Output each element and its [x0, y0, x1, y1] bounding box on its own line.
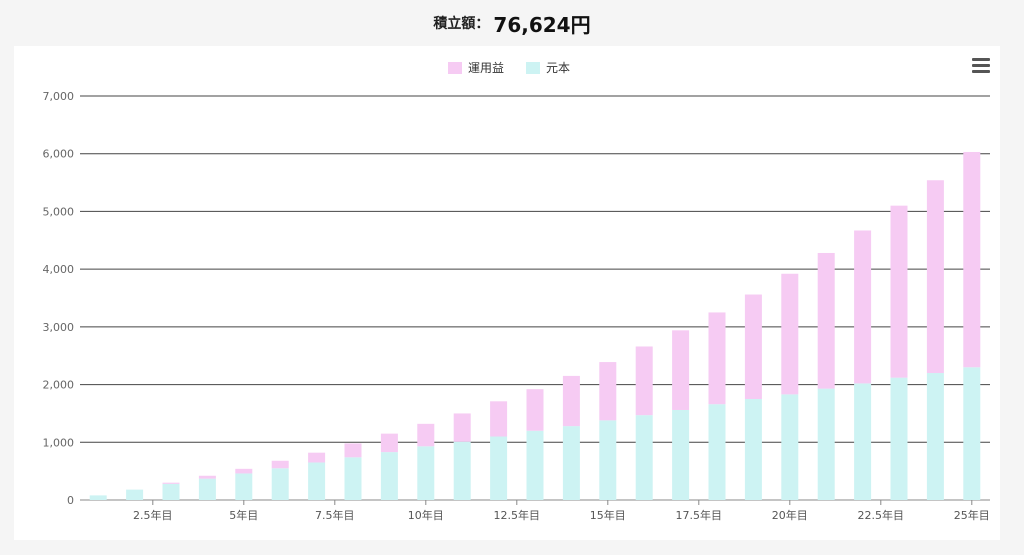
bar-segment[interactable] — [271, 460, 289, 469]
x-tick-label: 12.5年目 — [494, 508, 541, 522]
bar-segment[interactable] — [781, 273, 799, 395]
y-tick-label: 2,000 — [43, 379, 75, 392]
bar-segment[interactable] — [126, 489, 144, 500]
y-tick-label: 4,000 — [43, 263, 75, 276]
bar-segment[interactable] — [890, 205, 908, 378]
bar-segment[interactable] — [308, 452, 326, 463]
bar-segment[interactable] — [926, 180, 944, 374]
y-tick-label: 7,000 — [43, 90, 75, 103]
bar-segment[interactable] — [708, 312, 726, 405]
bar-segment[interactable] — [417, 423, 435, 447]
y-tick-label: 5,000 — [43, 205, 75, 218]
bar-segment[interactable] — [198, 475, 216, 479]
bar-segment[interactable] — [526, 389, 544, 431]
bar-segment[interactable] — [708, 404, 726, 500]
bar-segment[interactable] — [162, 482, 180, 484]
bar-segment[interactable] — [854, 383, 872, 500]
y-tick-label: 1,000 — [43, 436, 75, 449]
y-tick-label: 6,000 — [43, 148, 75, 161]
y-tick-label: 0 — [67, 494, 74, 507]
total-amount-header: 積立額： 76,624円 — [0, 0, 1024, 46]
x-tick-label: 20年目 — [772, 508, 808, 522]
bar-segment[interactable] — [926, 373, 944, 500]
bar-segment[interactable] — [599, 420, 617, 500]
x-tick-label: 25年目 — [954, 508, 990, 522]
hamburger-menu-icon[interactable] — [972, 58, 990, 74]
bar-segment[interactable] — [963, 151, 981, 368]
x-tick-label: 2.5年目 — [133, 508, 173, 522]
x-tick-label: 5年目 — [229, 508, 258, 522]
bar-segment[interactable] — [490, 401, 508, 437]
bar-segment[interactable] — [162, 483, 180, 500]
bar-segment[interactable] — [744, 294, 762, 399]
bar-segment[interactable] — [635, 346, 653, 416]
total-amount-label: 積立額： — [433, 16, 490, 32]
bar-segment[interactable] — [817, 252, 835, 389]
bar-segment[interactable] — [817, 388, 835, 500]
bar-segment[interactable] — [198, 478, 216, 500]
bar-segment[interactable] — [672, 409, 690, 500]
y-tick-label: 3,000 — [43, 321, 75, 334]
bar-segment[interactable] — [672, 330, 690, 410]
bar-segment[interactable] — [635, 415, 653, 500]
stacked-bar-chart: 0 1,000 2,000 3,000 4,000 5,000 6,000 7,000 2.5年… — [43, 61, 990, 522]
chart-panel: 0 1,000 2,000 3,000 4,000 5,000 6,000 7,000 2.5年… — [14, 46, 1000, 540]
bar-segment[interactable] — [890, 377, 908, 500]
bar-segment[interactable] — [89, 495, 107, 500]
x-tick-label: 17.5年目 — [676, 508, 723, 522]
x-tick-label: 7.5年目 — [315, 508, 355, 522]
bar-segment[interactable] — [599, 362, 617, 421]
bar-segment[interactable] — [417, 446, 435, 500]
legend-label[interactable]: 元本 — [546, 61, 570, 75]
bar-segment[interactable] — [308, 462, 326, 500]
total-amount-value: 76,624円 — [493, 12, 591, 37]
bar-segment[interactable] — [453, 441, 471, 500]
x-tick-label: 10年目 — [408, 508, 444, 522]
bar-segment[interactable] — [235, 468, 253, 474]
bar-segment[interactable] — [380, 452, 398, 500]
bar-segment[interactable] — [562, 375, 580, 427]
legend-swatch — [448, 62, 462, 74]
bar-segment[interactable] — [744, 399, 762, 500]
bar-segment[interactable] — [854, 230, 872, 384]
bar-segment[interactable] — [344, 443, 362, 458]
bar-segment[interactable] — [453, 413, 471, 442]
bar-segment[interactable] — [963, 367, 981, 500]
bar-segment[interactable] — [271, 468, 289, 500]
legend-swatch — [526, 62, 540, 74]
bar-segment[interactable] — [562, 426, 580, 500]
bar-segment[interactable] — [490, 436, 508, 500]
bar-segment[interactable] — [781, 394, 799, 500]
bar-segment[interactable] — [526, 430, 544, 500]
x-tick-label: 22.5年目 — [858, 508, 905, 522]
bar-segment[interactable] — [380, 433, 398, 453]
bar-segment[interactable] — [235, 473, 253, 500]
x-tick-label: 15年目 — [590, 508, 626, 522]
bar-segment[interactable] — [344, 457, 362, 500]
legend-label[interactable]: 運用益 — [468, 61, 504, 75]
